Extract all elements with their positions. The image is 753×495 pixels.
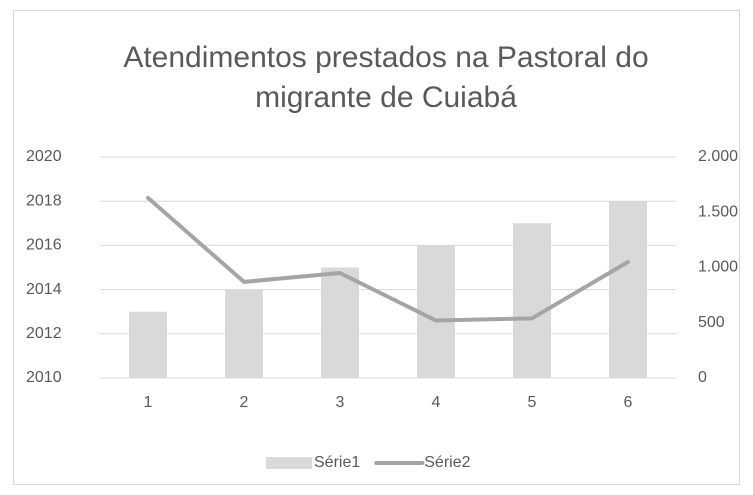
y2-tick-label: 500 [698, 314, 725, 331]
legend-label: Série1 [314, 454, 360, 471]
y2-tick-label: 1.000 [698, 259, 738, 276]
bar [321, 267, 359, 378]
y-tick-label: 2018 [26, 192, 62, 209]
y2-tick-label: 0 [698, 369, 707, 386]
bar [417, 245, 455, 378]
legend-swatch [266, 457, 312, 469]
legend-label: Série2 [424, 454, 470, 471]
x-tick-label: 5 [528, 394, 537, 411]
x-tick-label: 1 [144, 394, 153, 411]
x-tick-label: 3 [336, 394, 345, 411]
bar [513, 223, 551, 378]
bar [225, 289, 263, 378]
y-tick-label: 2012 [26, 325, 62, 342]
x-tick-label: 2 [240, 394, 249, 411]
y-tick-label: 2014 [26, 281, 62, 298]
x-tick-label: 4 [432, 394, 441, 411]
bar [129, 311, 167, 378]
x-tick-label: 6 [624, 394, 633, 411]
y2-tick-label: 1.500 [698, 203, 738, 220]
y2-tick-label: 2.000 [698, 148, 738, 165]
y-tick-label: 2010 [26, 369, 62, 386]
line-series [146, 195, 630, 323]
y-tick-label: 2020 [26, 148, 62, 165]
chart-title: Atendimentos prestados na Pastoral do mi… [123, 41, 649, 114]
bar [609, 201, 647, 378]
y-tick-label: 2016 [26, 237, 62, 254]
